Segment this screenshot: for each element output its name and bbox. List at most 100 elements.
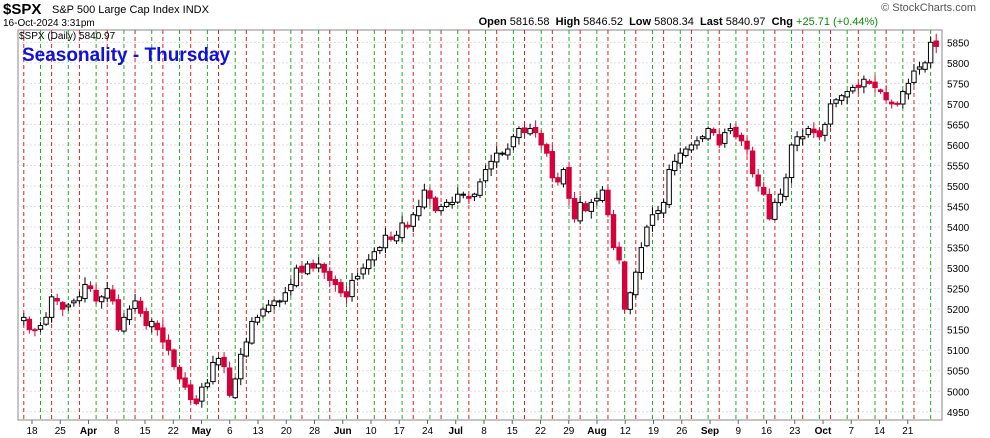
candle-body <box>104 288 110 299</box>
candle-body <box>449 201 455 206</box>
candle-body <box>655 210 661 215</box>
candle-body <box>277 300 283 303</box>
candle-body <box>827 103 834 125</box>
candle-body <box>466 196 472 199</box>
x-tick-label: 21 <box>902 426 914 437</box>
candle-body <box>126 308 133 321</box>
candle-body <box>599 189 606 202</box>
candle-body <box>332 279 339 286</box>
x-tick-label: May <box>192 426 212 437</box>
candle-body <box>788 144 795 179</box>
candle-body <box>855 84 862 88</box>
x-tick-label: 10 <box>365 426 377 437</box>
candle-body <box>516 128 522 139</box>
candle-body <box>833 99 839 104</box>
candle-body <box>165 339 172 351</box>
x-tick-label: 17 <box>394 426 406 437</box>
candle-body <box>493 152 500 163</box>
candle-body <box>477 181 483 196</box>
y-tick-label: 5550 <box>947 161 970 172</box>
y-tick-label: 5600 <box>947 141 970 152</box>
candle-body <box>566 166 572 199</box>
candle-body <box>93 289 99 302</box>
ohlc-readout: Open 5816.58 High 5846.52 Low 5808.34 La… <box>479 16 878 28</box>
candle-body <box>171 349 177 368</box>
stockcharts-logo: © StockCharts.com <box>881 2 976 14</box>
candle-body <box>633 271 639 296</box>
candle-body <box>571 198 578 220</box>
candle-body <box>905 82 912 95</box>
candle-body <box>282 292 288 302</box>
candle-body <box>749 150 756 175</box>
x-tick-label: 22 <box>535 426 547 437</box>
candle-body <box>922 62 928 70</box>
candle-body <box>199 386 205 402</box>
y-tick-label: 5100 <box>947 346 970 357</box>
y-tick-label: 5250 <box>947 285 970 296</box>
x-tick-label: 24 <box>422 426 434 437</box>
candle-body <box>877 89 884 93</box>
candle-body <box>299 265 305 273</box>
candle-body <box>838 95 845 101</box>
candle-body <box>315 263 322 269</box>
x-tick-label: 19 <box>648 426 660 437</box>
candle-body <box>866 80 873 84</box>
y-tick-label: 5500 <box>947 182 970 193</box>
x-tick-label: 16 <box>761 426 773 437</box>
candle-body <box>738 134 745 142</box>
candle-body <box>260 308 266 317</box>
candle-body <box>399 222 405 239</box>
candle-body <box>660 201 667 214</box>
candle-body <box>872 81 878 88</box>
candle-body <box>794 136 800 146</box>
candle-body <box>850 86 856 92</box>
x-tick-label: 22 <box>168 426 180 437</box>
candle-body <box>210 362 216 383</box>
candle-body <box>505 148 511 156</box>
y-tick-label: 5450 <box>947 203 970 214</box>
candle-body <box>677 152 683 164</box>
chg-value: +25.71 (+0.44%) <box>796 16 878 28</box>
candle-body <box>438 206 444 212</box>
candle-body <box>805 128 811 136</box>
open-value: 5816.58 <box>509 16 550 28</box>
high-label: High <box>555 16 581 28</box>
candle-body <box>766 193 773 220</box>
candle-body <box>933 40 939 47</box>
y-tick-label: 5650 <box>947 120 970 131</box>
candle-body <box>110 289 116 302</box>
candle-body <box>883 92 889 101</box>
x-tick-label: 26 <box>676 426 688 437</box>
x-tick-label: 7 <box>848 426 854 437</box>
candle-body <box>354 275 361 280</box>
candle-body <box>304 263 311 275</box>
candle-body <box>182 377 188 388</box>
candle-body <box>249 320 255 344</box>
candle-body <box>76 296 83 302</box>
candle-body <box>265 304 272 313</box>
candle-body <box>343 291 350 298</box>
y-tick-label: 5750 <box>947 79 970 90</box>
candle-body <box>772 201 778 220</box>
candle-body <box>243 341 250 357</box>
candle-body <box>844 91 850 98</box>
candle-body <box>443 201 450 207</box>
x-tick-label: 9 <box>735 426 741 437</box>
candle-body <box>82 284 88 299</box>
candle-body <box>583 203 589 212</box>
candle-body <box>911 70 917 83</box>
candle-body <box>382 234 389 249</box>
plot-frame <box>17 29 943 421</box>
y-tick-label: 5850 <box>947 38 970 49</box>
chart-header: $SPX S&P 500 Large Cap Index INDX 16-Oct… <box>0 0 990 30</box>
x-tick-label: Aug <box>587 426 606 437</box>
candle-body <box>471 193 478 198</box>
candle-body <box>215 357 222 366</box>
x-tick-label: 14 <box>874 426 886 437</box>
candle-body <box>521 127 528 134</box>
candle-body <box>544 144 550 154</box>
candle-body <box>204 382 211 388</box>
candle-body <box>688 144 695 151</box>
candle-body <box>360 267 366 275</box>
